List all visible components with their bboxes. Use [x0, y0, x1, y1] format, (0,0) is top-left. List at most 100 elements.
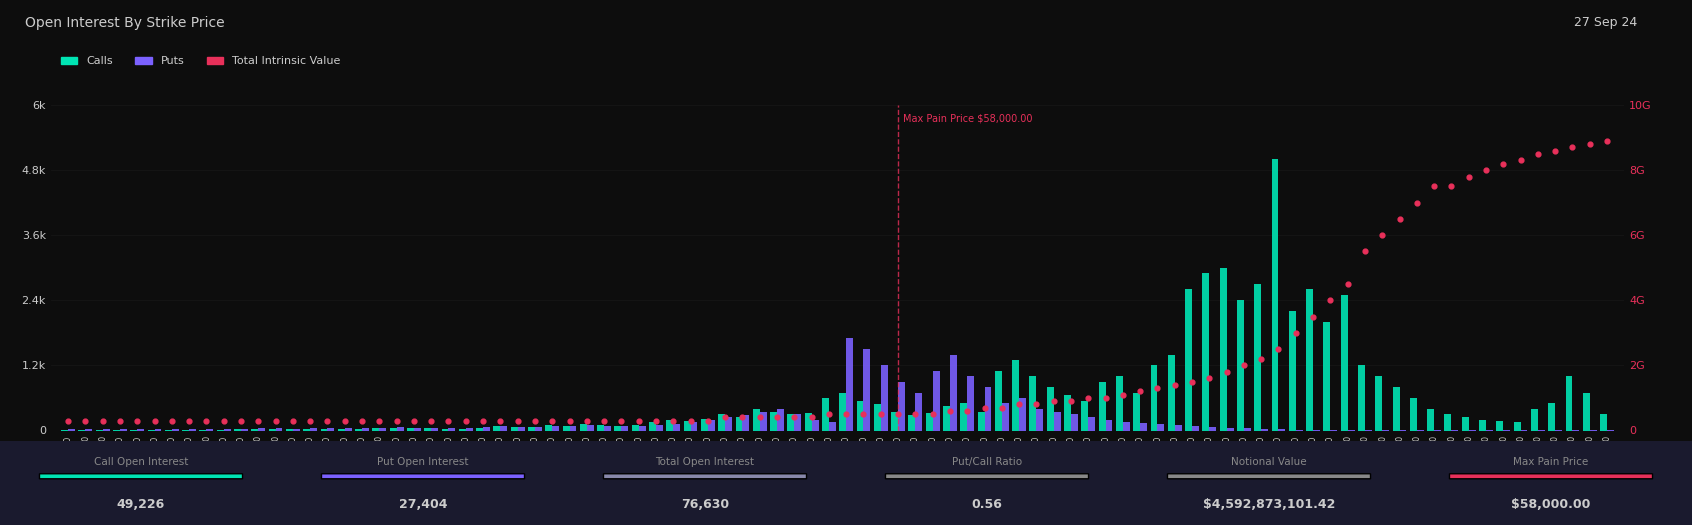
Point [1577, 140, 1604, 148]
Bar [673, 424, 680, 430]
FancyBboxPatch shape [1167, 474, 1371, 479]
Point [1508, 156, 1535, 164]
Bar [293, 428, 299, 430]
Point [1213, 368, 1240, 376]
Bar [1174, 425, 1181, 430]
Bar [379, 427, 386, 430]
Point [1230, 361, 1257, 370]
Bar [822, 398, 829, 430]
Bar [137, 429, 144, 430]
Point [677, 416, 704, 425]
Bar [1193, 426, 1200, 430]
Point [1438, 182, 1465, 191]
Point [780, 413, 807, 422]
Bar [631, 425, 638, 430]
Bar [1514, 422, 1521, 430]
FancyBboxPatch shape [885, 474, 1088, 479]
Point [1041, 397, 1068, 405]
Bar [621, 426, 628, 430]
Bar [1151, 365, 1157, 430]
Point [816, 410, 843, 418]
Point [1524, 150, 1552, 158]
Bar [684, 421, 690, 430]
Bar [1582, 393, 1590, 430]
Bar [667, 419, 673, 430]
Bar [328, 428, 335, 430]
Bar [873, 404, 882, 430]
Point [919, 410, 946, 418]
Point [1266, 345, 1293, 353]
Bar [1002, 403, 1008, 430]
Bar [587, 425, 594, 430]
Point [107, 416, 134, 425]
Point [557, 416, 584, 425]
Point [521, 416, 548, 425]
Text: 27 Sep 24: 27 Sep 24 [1574, 16, 1636, 29]
Bar [1376, 376, 1382, 430]
Text: Max Pain Price $58,000.00: Max Pain Price $58,000.00 [904, 113, 1032, 123]
Bar [1220, 268, 1227, 430]
Bar [431, 427, 438, 430]
Bar [475, 427, 482, 430]
Bar [1548, 403, 1555, 430]
Text: Put Open Interest: Put Open Interest [377, 457, 469, 467]
Bar [839, 393, 846, 430]
Bar [442, 428, 448, 430]
Text: Call Open Interest: Call Open Interest [93, 457, 188, 467]
Bar [1088, 417, 1095, 430]
Bar [459, 429, 465, 430]
Point [1196, 374, 1223, 383]
Text: Open Interest By Strike Price: Open Interest By Strike Price [25, 16, 225, 30]
Bar [465, 428, 472, 430]
Point [435, 416, 462, 425]
Bar [223, 429, 230, 430]
Point [832, 410, 860, 418]
Bar [1227, 428, 1233, 430]
Bar [1279, 429, 1286, 430]
Bar [1157, 424, 1164, 430]
Bar [777, 409, 783, 430]
Legend: Calls, Puts, Total Intrinsic Value: Calls, Puts, Total Intrinsic Value [56, 52, 345, 71]
Bar [1272, 159, 1279, 430]
Bar [415, 428, 421, 430]
Point [849, 410, 876, 418]
Point [1421, 182, 1448, 191]
Bar [898, 382, 905, 430]
Bar [995, 371, 1002, 430]
Bar [1323, 322, 1330, 430]
Bar [154, 428, 161, 430]
Point [954, 407, 981, 415]
Bar [1359, 365, 1365, 430]
Bar [362, 428, 369, 430]
Bar [1565, 376, 1572, 430]
Point [607, 416, 634, 425]
Bar [1445, 414, 1452, 430]
FancyBboxPatch shape [604, 474, 807, 479]
Text: Put/Call Ratio: Put/Call Ratio [953, 457, 1022, 467]
Bar [856, 401, 863, 430]
Point [1247, 355, 1274, 363]
Point [1403, 198, 1430, 207]
Bar [1462, 417, 1469, 430]
Bar [482, 427, 491, 430]
Point [54, 416, 81, 425]
Point [159, 416, 186, 425]
Point [1333, 280, 1360, 288]
Point [1541, 146, 1568, 155]
Bar [1244, 428, 1250, 430]
Bar [190, 429, 196, 430]
Bar [770, 412, 777, 430]
Text: 0.56: 0.56 [971, 498, 1002, 510]
Point [279, 416, 306, 425]
Text: 49,226: 49,226 [117, 498, 166, 510]
Bar [753, 409, 760, 430]
Bar [1140, 423, 1147, 430]
Bar [1184, 289, 1193, 430]
Bar [1409, 398, 1416, 430]
Bar [1029, 376, 1037, 430]
Point [1058, 397, 1085, 405]
Bar [760, 412, 766, 430]
Bar [240, 428, 249, 430]
Point [227, 416, 254, 425]
Point [1489, 160, 1516, 168]
